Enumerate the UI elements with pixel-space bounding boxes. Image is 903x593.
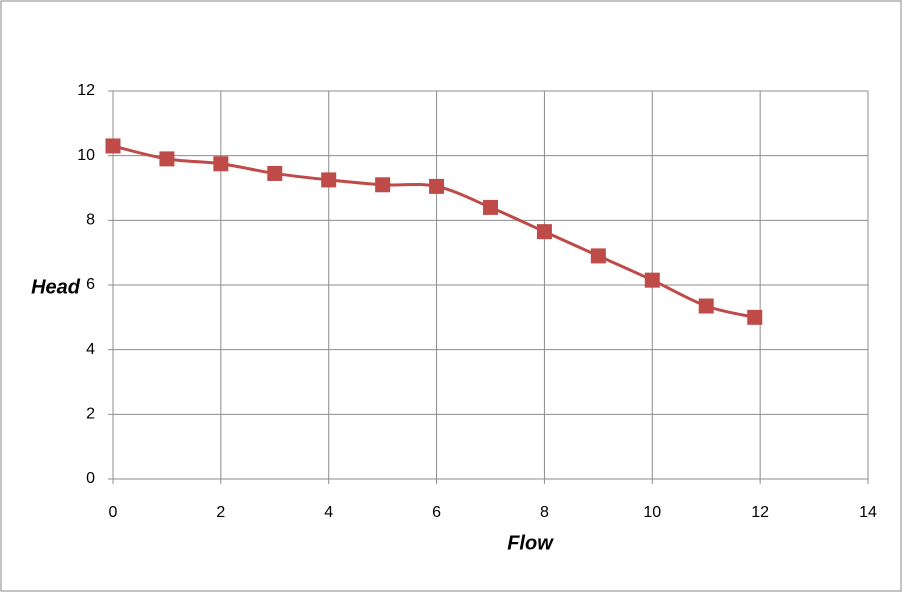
x-tick-label: 10 xyxy=(643,504,661,521)
y-tick-label: 2 xyxy=(86,406,95,423)
marker xyxy=(213,156,229,172)
marker xyxy=(590,248,606,264)
y-tick-label: 12 xyxy=(77,82,95,99)
x-tick-label: 12 xyxy=(751,504,769,521)
marker xyxy=(267,165,283,181)
x-axis-title: Flow xyxy=(507,532,554,554)
marker xyxy=(321,172,337,188)
x-tick-label: 14 xyxy=(859,504,877,521)
marker xyxy=(483,199,498,215)
y-tick-label: 0 xyxy=(86,470,95,487)
x-tick-label: 4 xyxy=(324,504,333,521)
x-tick-label: 8 xyxy=(540,504,549,521)
marker xyxy=(644,272,660,288)
marker xyxy=(159,151,175,167)
y-tick-label: 8 xyxy=(86,212,95,229)
y-axis-title: Head xyxy=(31,276,81,298)
marker xyxy=(747,309,763,325)
marker xyxy=(536,224,552,240)
x-tick-label: 6 xyxy=(432,504,441,521)
x-tick-label: 0 xyxy=(109,504,118,521)
y-tick-label: 10 xyxy=(77,147,95,164)
x-tick-label: 2 xyxy=(216,504,225,521)
y-tick-label: 4 xyxy=(86,341,95,358)
y-tick-label: 6 xyxy=(86,276,95,293)
marker xyxy=(375,177,391,193)
marker xyxy=(105,138,121,154)
marker xyxy=(429,178,445,194)
marker xyxy=(698,298,714,314)
